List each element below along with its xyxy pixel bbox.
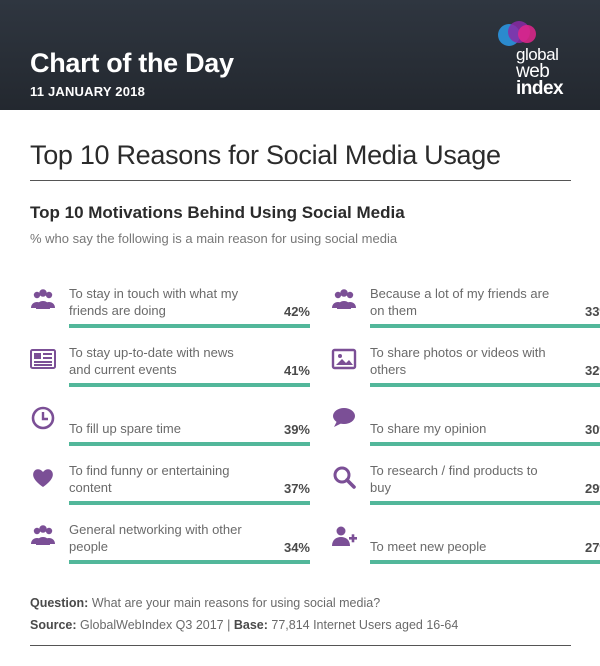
title-divider (30, 180, 571, 181)
bar-label: To share photos or videos with others (370, 345, 546, 377)
bar (370, 501, 600, 505)
bar-label: General networking with other people (69, 522, 242, 554)
chart-item: To meet new people 27% (332, 516, 600, 564)
bar-value-label: 27% (584, 540, 600, 555)
bar (370, 383, 600, 387)
logo-text-index: index (516, 78, 564, 99)
source-label: Source: (30, 618, 77, 632)
bar-value-label: 30% (584, 422, 600, 437)
globalwebindex-logo: global web index (494, 18, 584, 100)
header-title: Chart of the Day (30, 48, 234, 78)
footer-divider (30, 645, 571, 646)
bar-value-label: 39% (283, 422, 310, 437)
bar (69, 501, 310, 505)
group-icon (29, 286, 57, 314)
bar-track (370, 560, 600, 564)
bar (69, 324, 310, 328)
bar-label: To share my opinion (370, 421, 487, 436)
header-banner: Chart of the Day 11 JANUARY 2018 global … (0, 0, 600, 110)
bar-label: To find funny or entertaining content (69, 463, 230, 495)
bar-track (370, 383, 600, 387)
chart-item: To stay in touch with what my friends ar… (31, 280, 310, 328)
heart-icon (29, 463, 57, 491)
newspaper-icon (29, 345, 57, 373)
chart-item: To share photos or videos with others 32% (331, 339, 600, 387)
image-icon (330, 345, 358, 373)
chart-item: To find funny or entertaining content 37% (33, 457, 310, 505)
bar (69, 560, 310, 564)
bar-track (69, 501, 310, 505)
bar-label: To stay in touch with what my friends ar… (69, 286, 239, 318)
logo-text-web: web (516, 61, 550, 82)
bar-track (69, 560, 310, 564)
chart-item: To share my opinion 30% (333, 398, 600, 446)
chart-title: Top 10 Motivations Behind Using Social M… (30, 203, 405, 222)
bar-label: Because a lot of my friends are on them (370, 286, 550, 318)
bar-label: To stay up-to-date with news and current… (69, 345, 234, 377)
bar (370, 324, 600, 328)
bar-track (370, 442, 600, 446)
chart-item: To fill up spare time 39% (31, 398, 310, 446)
bar-label: To research / find products to buy (370, 463, 538, 495)
bar (69, 442, 310, 446)
footer-question: Question: What are your main reasons for… (30, 596, 380, 610)
bar (370, 560, 600, 564)
logo-circles-icon (498, 21, 536, 46)
chart-item: General networking with other people 34% (31, 516, 310, 564)
bar-value-label: 32% (584, 363, 600, 378)
add-user-icon (330, 522, 358, 550)
bar-value-label: 37% (283, 481, 310, 496)
logo-text-global: global (516, 45, 559, 64)
question-label: Question: (30, 596, 89, 610)
header-date: 11 JANUARY 2018 (30, 84, 146, 99)
bar-track (69, 324, 310, 328)
bar-track (370, 501, 600, 505)
search-icon (330, 463, 358, 491)
chart-item: Because a lot of my friends are on them 3… (332, 280, 600, 328)
group-icon (330, 286, 358, 314)
bar-value-label: 34% (283, 540, 310, 555)
footer-source: Source: GlobalWebIndex Q3 2017 | Base: 7… (30, 618, 458, 632)
bar-label: To fill up spare time (69, 421, 181, 436)
base-label: Base: (233, 618, 268, 632)
page-title: Top 10 Reasons for Social Media Usage (30, 140, 501, 170)
bar-value-label: 33% (584, 304, 600, 319)
speech-bubble-icon (330, 404, 358, 432)
bar-track (69, 383, 310, 387)
bar (69, 383, 310, 387)
bar-value-label: 41% (283, 363, 310, 378)
bar-value-label: 42% (283, 304, 310, 319)
bar-value-label: 29% (584, 481, 600, 496)
question-text: What are your main reasons for using soc… (88, 596, 381, 610)
bar-label: To meet new people (370, 539, 487, 554)
group-icon (29, 522, 57, 550)
bar-track (69, 442, 310, 446)
chart-item: To research / find products to buy 29% (333, 457, 600, 505)
source-text: GlobalWebIndex Q3 2017 | (76, 618, 234, 632)
clock-icon (29, 404, 57, 432)
chart-item: To stay up-to-date with news and current… (30, 339, 310, 387)
chart-subtitle: % who say the following is a main reason… (30, 231, 398, 246)
bar-track (370, 324, 600, 328)
bar (370, 442, 600, 446)
base-text: 77,814 Internet Users aged 16-64 (267, 618, 459, 632)
